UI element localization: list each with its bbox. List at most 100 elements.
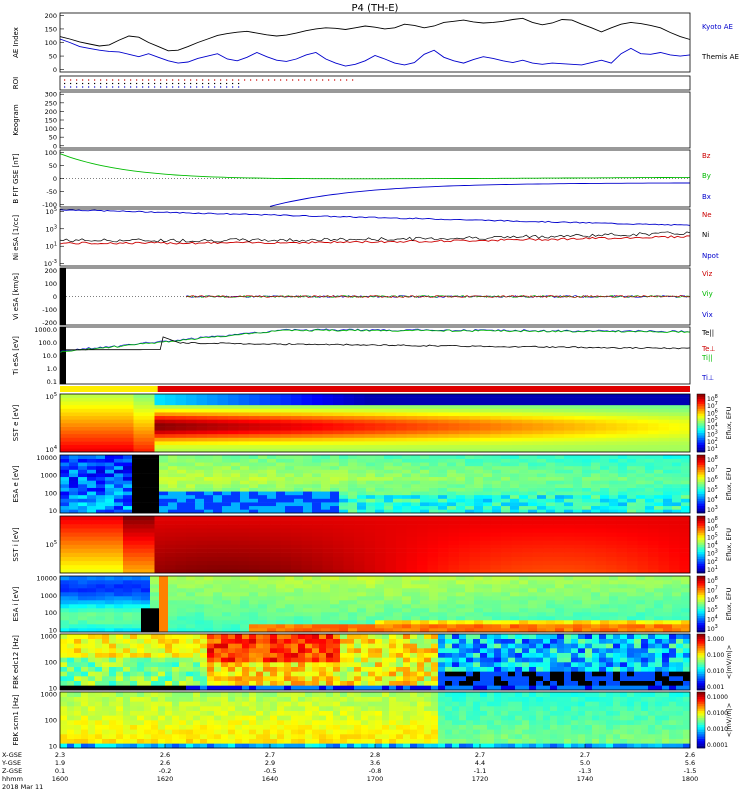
sst-e-cell — [60, 444, 71, 449]
sst-e-cell — [511, 441, 523, 446]
panel-8-ytick: 100 — [45, 489, 57, 497]
esa-e-cell — [204, 491, 214, 496]
esa-e-cell — [168, 494, 178, 499]
esa-e-cell — [591, 509, 601, 514]
sst-e-cell — [385, 415, 397, 420]
sst-e-cell — [207, 415, 218, 420]
esa-e-cell — [375, 509, 385, 514]
sst-e-cell — [396, 437, 407, 442]
fbk-edc-cell — [60, 643, 68, 649]
esa-i-cell — [294, 580, 304, 585]
roi-dot — [208, 79, 210, 81]
esa-e-cell — [330, 491, 340, 496]
fbk-edc-cell — [319, 643, 327, 649]
esa-i-cell — [87, 592, 97, 597]
esa-i-cell — [78, 596, 88, 601]
esa-i-cell — [105, 604, 115, 609]
esa-e-cell — [627, 491, 637, 496]
esa-e-cell — [429, 465, 439, 470]
esa-e-colorbar-step — [697, 503, 705, 507]
fbk-edc-cell — [109, 671, 117, 677]
esa-e-cell — [564, 469, 574, 474]
esa-i-cell — [60, 620, 70, 625]
esa-i-cell — [303, 604, 313, 609]
esa-i-cell — [393, 624, 403, 629]
sst-i-cell — [270, 564, 281, 570]
panel-9-ylabel: SST i [eV] — [12, 527, 20, 561]
fbk-edc-cell — [382, 685, 390, 691]
esa-e-cell — [69, 484, 79, 488]
esa-e-cell — [303, 487, 313, 492]
sst-i-cell — [385, 528, 397, 533]
esa-i-cell — [285, 628, 295, 633]
esa-e-colorbar-step — [697, 510, 705, 514]
sst-e-cell — [532, 397, 544, 402]
fbk-edc-cell — [102, 685, 110, 691]
esa-i-cell — [78, 612, 88, 617]
esa-i-cell — [330, 592, 340, 597]
fbk-edc-cell — [438, 652, 446, 658]
esa-e-cell — [573, 476, 583, 481]
esa-e-cell — [465, 494, 475, 499]
sst-e-cell — [364, 423, 376, 427]
sst-i-cell — [396, 540, 407, 545]
esa-e-cell — [501, 498, 511, 503]
esa-i-cell — [528, 600, 538, 605]
sst-e-cell — [60, 430, 71, 435]
sst-e-cell — [522, 437, 533, 442]
esa-i-cell — [105, 608, 115, 613]
esa-i-cell — [546, 620, 556, 625]
sst-e-cell — [207, 397, 218, 402]
sst-e-cell — [469, 412, 481, 417]
esa-i-cell — [375, 624, 385, 629]
sst-e-cell — [301, 441, 313, 446]
sst-i-cell — [291, 552, 302, 558]
ni-series-ne — [59, 235, 691, 245]
sst-i-cell — [333, 552, 344, 558]
esa-e-cell — [519, 465, 529, 470]
sst-e-cell — [658, 426, 670, 431]
esa-i-cell — [555, 608, 565, 613]
esa-e-cell — [564, 484, 574, 488]
sst-e-cell — [70, 397, 82, 402]
esa-i-cell — [465, 600, 475, 605]
sst-i-cell — [564, 568, 575, 574]
esa-i-cell — [222, 596, 232, 601]
esa-e-cell — [312, 462, 322, 467]
esa-e-cell — [663, 484, 673, 488]
sst-e-cell — [490, 408, 502, 413]
sst-e-cell — [438, 423, 449, 427]
sst-i-cell — [207, 524, 218, 529]
roi-dot — [70, 86, 72, 88]
fbk-edc-cell — [200, 680, 208, 686]
esa-i-cell — [510, 592, 520, 597]
sst-e-cell — [175, 412, 187, 417]
esa-i-cell — [141, 624, 151, 629]
fbk-edc-cell — [172, 657, 180, 663]
esa-e-cell — [132, 465, 142, 470]
sst-e-cell — [249, 423, 260, 427]
sst-e-cell — [406, 437, 418, 442]
fbk-edc-cell — [277, 676, 285, 681]
esa-e-cell — [609, 498, 619, 503]
fbk-edc-cell — [403, 676, 411, 681]
sst-e-cell — [448, 394, 460, 398]
esa-e-cell — [132, 487, 142, 492]
sst-i-cell — [375, 544, 386, 549]
sst-e-cell — [196, 437, 208, 442]
sst-i-cell — [406, 520, 418, 525]
esa-i-cell — [447, 628, 457, 633]
esa-e-cell — [420, 494, 430, 499]
fbk-edc-cell — [207, 634, 215, 639]
b-legend-bz: Bz — [702, 152, 711, 160]
sst-e-cell — [144, 423, 155, 427]
sst-e-cell — [585, 430, 596, 435]
sst-i-cell — [312, 528, 323, 533]
esa-i-cell — [294, 624, 304, 629]
fbk-edc-cell — [459, 662, 467, 667]
sst-e-cell — [354, 419, 365, 424]
esa-i-cell — [96, 588, 106, 593]
sst-i-cell — [553, 520, 565, 525]
sst-i-cell — [522, 552, 533, 558]
sst-i-cell — [343, 540, 355, 545]
